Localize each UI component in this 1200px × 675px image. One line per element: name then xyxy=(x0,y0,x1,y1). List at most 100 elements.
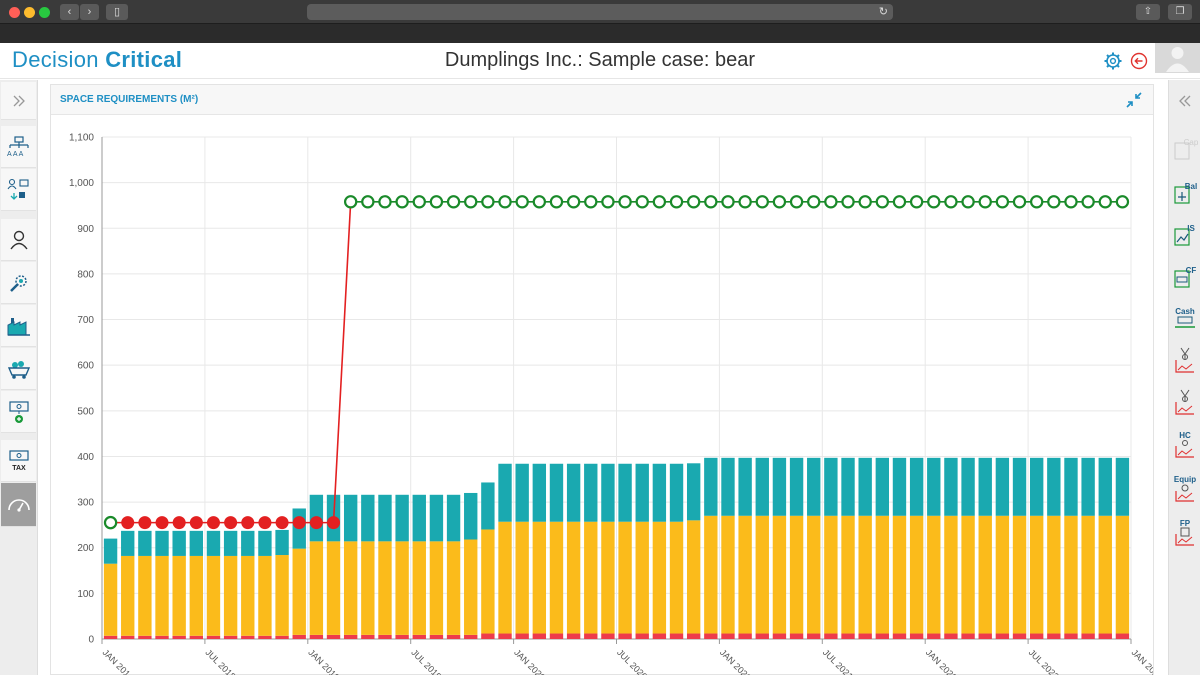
red-series-point xyxy=(206,516,220,530)
bar-segment xyxy=(824,633,838,639)
green-series-point xyxy=(566,195,581,209)
forward-icon[interactable]: › xyxy=(80,4,99,20)
share-icon[interactable]: ⇧ xyxy=(1136,4,1160,20)
address-bar[interactable]: ↻ xyxy=(307,4,893,20)
x-tick-label: JUL 2019 xyxy=(409,647,443,675)
report-equipment[interactable]: Equip xyxy=(1170,472,1200,506)
bar-segment xyxy=(1098,457,1112,516)
sidebar-item-people[interactable] xyxy=(1,219,36,261)
green-series-point xyxy=(1012,195,1027,209)
bar-segment xyxy=(155,555,169,636)
back-icon[interactable]: ‹ xyxy=(60,4,79,20)
bar-segment xyxy=(429,494,444,542)
brand-logo[interactable]: Decision Critical xyxy=(12,47,182,73)
red-series-point xyxy=(275,516,289,530)
report-pipeline-2[interactable] xyxy=(1170,386,1200,420)
sidebar-item-organization[interactable]: A A A xyxy=(1,126,36,168)
report-cap[interactable]: Cap xyxy=(1170,132,1200,166)
reload-icon[interactable]: ↻ xyxy=(878,6,888,18)
sidebar-item-funding[interactable] xyxy=(1,391,36,433)
headcount-icon: HC xyxy=(1175,431,1194,458)
bar-segment xyxy=(532,521,547,634)
close-window-icon[interactable] xyxy=(9,7,20,18)
green-series-point xyxy=(429,195,444,209)
bar-segment xyxy=(309,634,324,639)
bar-segment xyxy=(103,635,118,639)
bar-segment xyxy=(1098,515,1112,634)
green-series-point xyxy=(532,195,547,209)
bar-segment xyxy=(944,515,958,634)
y-tick-label: 300 xyxy=(77,498,94,509)
app-header: Decision Critical Dumplings Inc.: Sample… xyxy=(0,43,1200,79)
bar-segment xyxy=(395,541,409,635)
report-cash-flow[interactable]: CF xyxy=(1170,260,1200,294)
collapse-sidebar-button[interactable] xyxy=(1170,84,1200,118)
bar-segment xyxy=(258,635,272,639)
sidebar-item-dashboard[interactable] xyxy=(1,483,36,527)
bar-segment xyxy=(961,515,975,634)
money-add-icon xyxy=(8,400,29,423)
expand-sidebar-button[interactable] xyxy=(1,82,36,120)
bar-segment xyxy=(566,633,581,639)
red-series-point xyxy=(189,516,203,530)
y-tick-label: 1,000 xyxy=(69,178,94,189)
pipeline-icon xyxy=(1175,347,1194,373)
report-headcount[interactable]: HC xyxy=(1170,428,1200,462)
bar-segment xyxy=(498,463,512,522)
sidebar-toggle-icon[interactable]: ▯ xyxy=(106,4,128,20)
gear-icon[interactable] xyxy=(1104,52,1122,70)
sidebar-item-staffing[interactable] xyxy=(1,169,36,211)
bar-segment xyxy=(515,633,529,639)
x-tick-label: JAN 201 xyxy=(101,647,132,675)
bar-segment xyxy=(429,541,444,635)
bar-segment xyxy=(1115,633,1130,639)
sidebar-item-tax[interactable]: TAX xyxy=(1,440,36,482)
report-income-statement[interactable]: IS xyxy=(1170,218,1200,252)
bar-segment xyxy=(909,457,924,516)
green-series-point xyxy=(464,195,478,209)
collapse-arrows-icon[interactable] xyxy=(1125,91,1143,109)
bar-segment xyxy=(772,515,787,634)
bar-segment xyxy=(618,633,632,639)
bar-segment xyxy=(858,457,872,516)
bar-segment xyxy=(464,539,478,635)
bar-segment xyxy=(189,530,204,556)
minimize-window-icon[interactable] xyxy=(24,7,35,18)
tax-icon: TAX xyxy=(8,449,29,472)
green-series-point xyxy=(807,195,821,209)
green-series-point xyxy=(1115,195,1130,209)
cap-icon: Cap xyxy=(1174,138,1198,160)
cash-icon: Cash xyxy=(1175,307,1195,328)
bar-segment xyxy=(121,530,135,556)
y-tick-label: 100 xyxy=(77,589,94,600)
green-series-point xyxy=(498,195,512,209)
sidebar-item-materials[interactable] xyxy=(1,348,36,390)
bar-segment xyxy=(498,521,512,634)
bar-segment xyxy=(275,529,289,556)
red-series-point xyxy=(172,516,186,530)
back-arrow-icon[interactable] xyxy=(1130,52,1148,70)
maximize-window-icon[interactable] xyxy=(39,7,50,18)
report-cash[interactable]: Cash xyxy=(1170,302,1200,336)
bar-segment xyxy=(995,515,1010,634)
report-balance[interactable]: Bal xyxy=(1170,176,1200,210)
panel-title: SPACE REQUIREMENTS (M²) xyxy=(60,94,199,105)
green-series-point xyxy=(858,195,872,209)
red-series-point xyxy=(121,516,135,530)
bar-segment xyxy=(944,633,958,639)
sidebar-item-maintenance[interactable] xyxy=(1,262,36,304)
report-floor-plan[interactable]: FP xyxy=(1170,516,1200,550)
x-tick-label: JAN 2022 xyxy=(924,647,959,675)
bar-segment xyxy=(875,633,890,639)
bar-segment xyxy=(275,555,289,636)
bar-segment xyxy=(223,530,238,556)
sidebar-item-production[interactable] xyxy=(1,305,36,347)
y-tick-label: 200 xyxy=(77,543,94,554)
bar-segment xyxy=(155,530,169,556)
user-avatar-icon[interactable] xyxy=(1155,43,1200,73)
tabs-overview-icon[interactable]: ❐ xyxy=(1168,4,1192,20)
report-pipeline-1[interactable] xyxy=(1170,344,1200,378)
bar-segment xyxy=(138,555,152,636)
bar-segment xyxy=(1029,633,1044,639)
floor-plan-icon: FP xyxy=(1175,519,1194,546)
